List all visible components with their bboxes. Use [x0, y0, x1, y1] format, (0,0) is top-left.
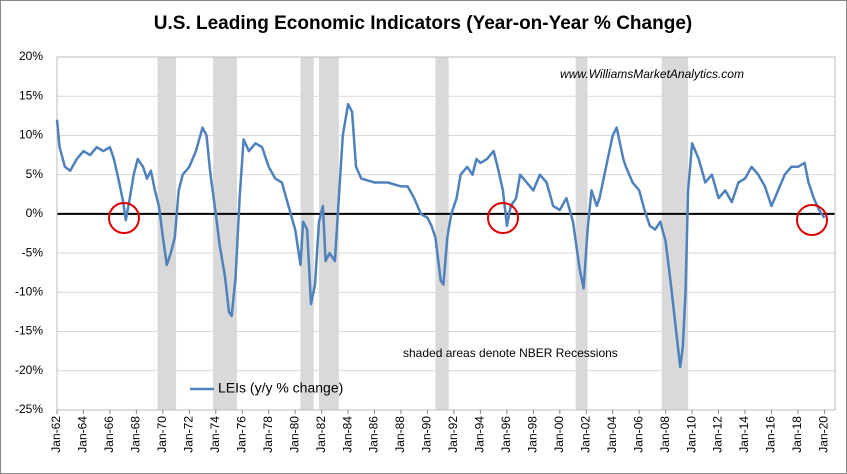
recession-band: [575, 57, 588, 410]
y-tick-label: -10%: [15, 285, 43, 299]
legend-label: LEIs (y/y % change): [218, 380, 343, 396]
y-tick-label: -5%: [22, 245, 44, 259]
x-tick-label: Jan-10: [684, 416, 698, 453]
plot-frame: [56, 56, 836, 411]
x-tick-label: Jan-80: [287, 416, 301, 453]
x-tick-label: Jan-68: [129, 416, 143, 453]
x-tick-label: Jan-74: [208, 416, 222, 453]
y-tick-label: 20%: [19, 49, 43, 63]
highlight-circle: [796, 204, 828, 236]
recession-band: [661, 57, 689, 410]
x-tick-label: Jan-18: [790, 416, 804, 453]
x-tick-label: Jan-98: [525, 416, 539, 453]
series-line: [55, 102, 826, 369]
y-tick-label: -25%: [15, 402, 43, 416]
x-tick-label: Jan-86: [367, 416, 381, 453]
x-tick-label: Jan-94: [473, 416, 487, 453]
recession-band: [157, 57, 177, 410]
x-tick-label: Jan-96: [499, 416, 513, 453]
x-tick-label: Jan-16: [764, 416, 778, 453]
x-tick-label: Jan-14: [737, 416, 751, 453]
annotation: shaded areas denote NBER Recessions: [403, 346, 618, 360]
x-tick-label: Jan-02: [578, 416, 592, 453]
x-tick-label: Jan-72: [181, 416, 195, 453]
x-tick-label: Jan-20: [817, 416, 831, 453]
x-tick-label: Jan-06: [631, 416, 645, 453]
highlight-circle: [108, 202, 140, 234]
plot-area: 20% 15% 10% 5% 0% -5% -10% -15% -20% -25% Jan-62 Ja…: [15, 49, 836, 453]
x-tick-label: Jan-88: [393, 416, 407, 453]
x-tick-label: Jan-84: [340, 416, 354, 453]
highlight-circle: [487, 202, 519, 234]
y-tick-label: 5%: [26, 167, 44, 181]
x-tick-label: Jan-08: [658, 416, 672, 453]
x-tick-label: Jan-70: [155, 416, 169, 453]
x-tick-label: Jan-90: [420, 416, 434, 453]
x-tick-label: Jan-78: [261, 416, 275, 453]
x-tick-label: Jan-64: [76, 416, 90, 453]
recession-band: [318, 57, 339, 410]
x-tick-label: Jan-00: [552, 416, 566, 453]
recession-band: [213, 57, 237, 410]
y-tick-label: 10%: [19, 128, 43, 142]
y-tick-label: 15%: [19, 88, 43, 102]
y-tick-label: -15%: [15, 324, 43, 338]
x-tick-label: Jan-82: [314, 416, 328, 453]
x-tick-label: Jan-76: [234, 416, 248, 453]
watermark: www.WilliamsMarketAnalytics.com: [560, 67, 744, 81]
y-tick-label: -20%: [15, 363, 43, 377]
y-tick-label: 0%: [26, 206, 44, 220]
x-tick-label: Jan-04: [605, 416, 619, 453]
chart-title: U.S. Leading Economic Indicators (Year-o…: [154, 13, 692, 34]
x-tick-label: Jan-12: [711, 416, 725, 453]
x-tick-label: Jan-62: [49, 416, 63, 453]
x-tick-label: Jan-92: [446, 416, 460, 453]
recession-band: [435, 57, 449, 410]
x-tick-label: Jan-66: [102, 416, 116, 453]
